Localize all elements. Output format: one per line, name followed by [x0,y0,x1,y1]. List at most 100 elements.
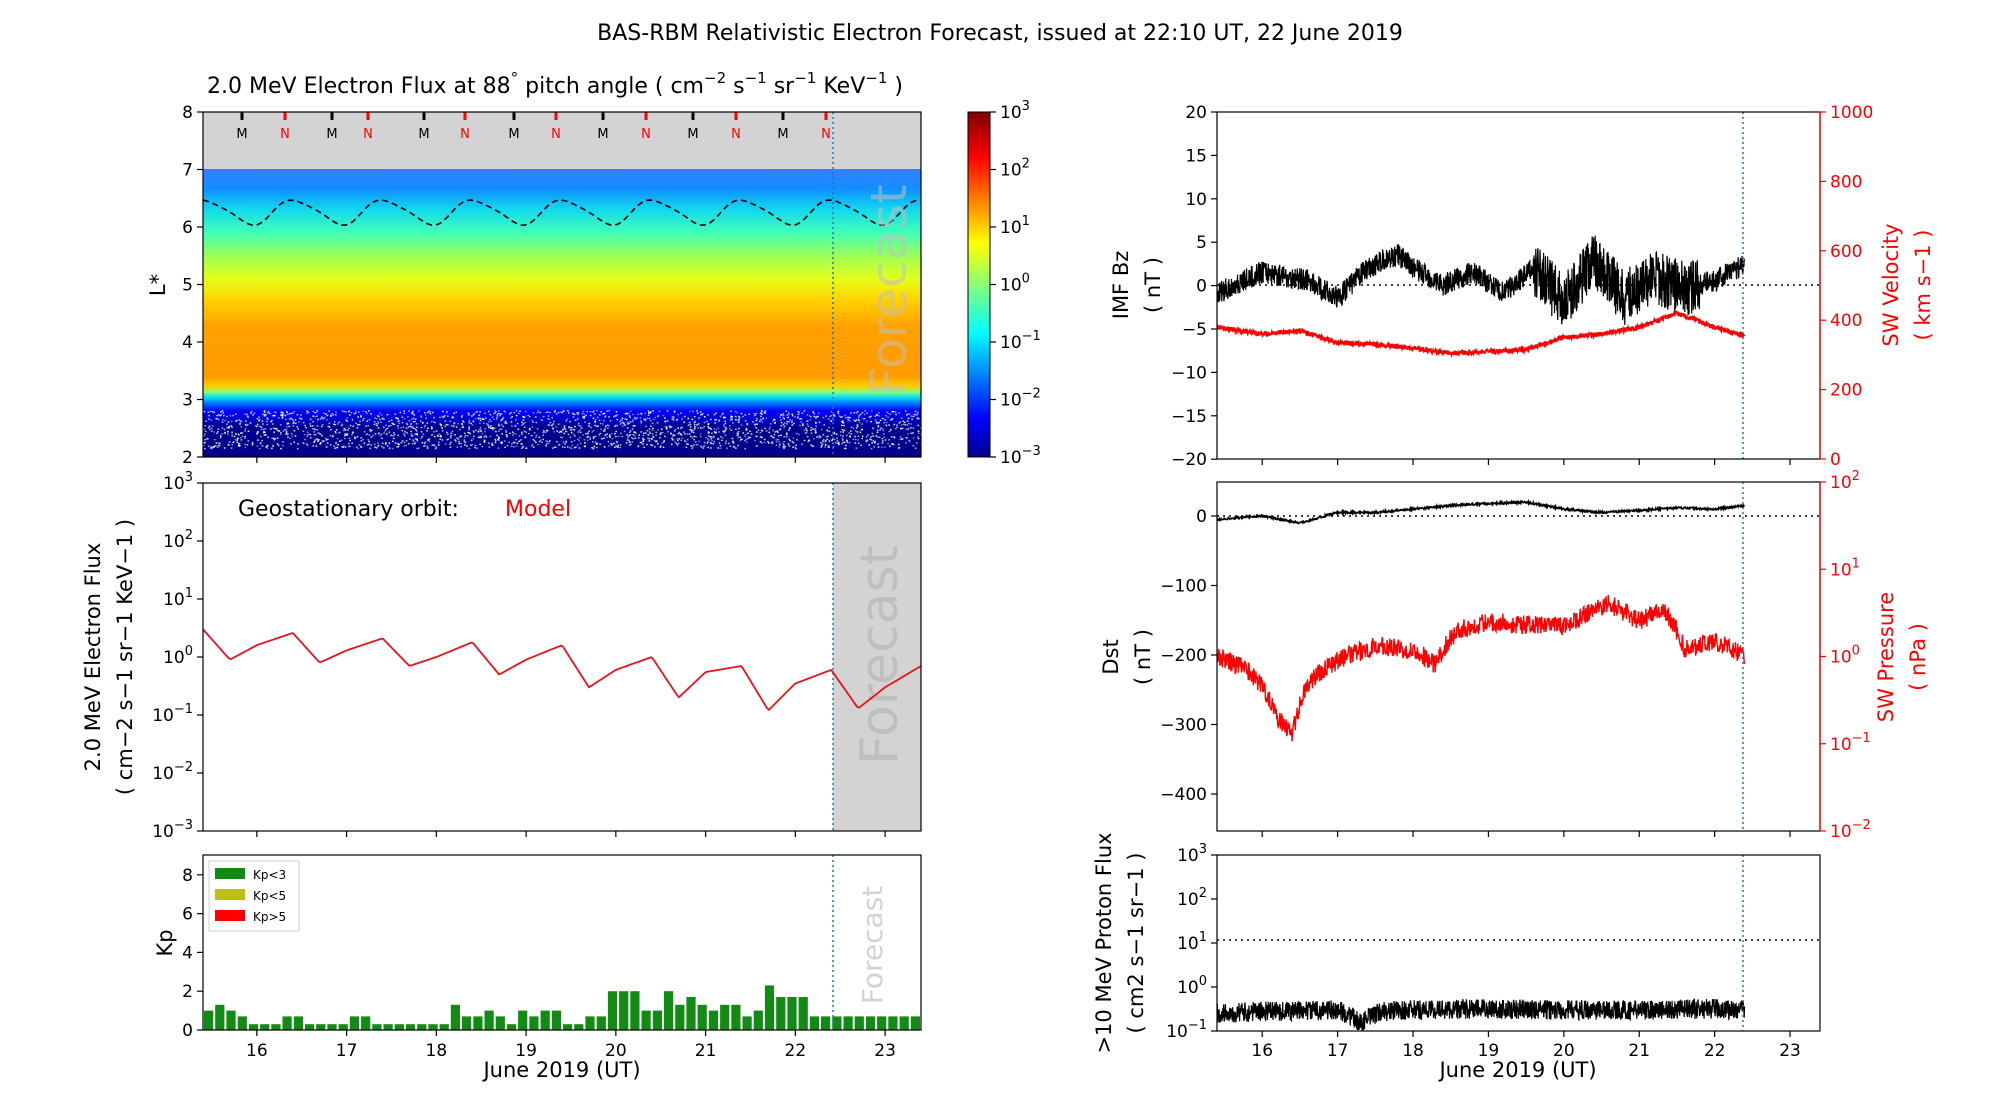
noise-dot [806,414,809,416]
noise-dot [522,419,525,421]
noise-dot [783,447,785,449]
noise-dot [397,420,399,423]
noise-dot [602,423,604,425]
noise-dot [738,417,741,419]
noise-dot [587,433,589,435]
noise-dot [877,425,880,427]
noise-dot [616,424,619,427]
noise-dot [203,435,205,437]
noise-dot [673,411,676,413]
noise-dot [723,432,725,434]
noise-dot [825,436,828,438]
noise-dot [409,438,411,440]
noise-dot [854,438,857,441]
noise-dot [886,411,888,413]
noise-dot [693,435,695,438]
noise-dot [843,424,845,427]
kp-bar [742,1016,752,1030]
noise-dot [818,437,821,439]
noise-dot [363,431,366,433]
noise-dot [906,420,909,422]
noise-dot [611,443,614,445]
noise-dot [551,424,553,426]
noise-dot [420,437,422,439]
noise-dot [594,421,596,424]
noise-dot [326,419,328,421]
noise-dot [548,418,550,420]
noise-dot [664,426,667,428]
noise-dot [730,415,732,417]
noise-dot [824,440,826,443]
tick-label: 101 [1177,930,1207,954]
noise-dot [246,424,249,426]
noise-dot [836,437,838,440]
noise-dot [419,415,422,417]
noise-dot [312,428,314,430]
noise-dot [811,445,813,447]
noise-dot [322,440,325,442]
noise-dot [628,434,631,437]
noise-dot [841,437,844,440]
noise-dot [565,420,568,422]
noise-dot [363,417,365,420]
noise-dot [833,414,835,416]
noise-dot [599,432,602,435]
noise-dot [703,426,705,428]
noise-dot [227,431,229,433]
noise-dot [446,439,448,441]
noise-dot [537,443,539,446]
tick-label: −15 [1171,407,1207,427]
noise-dot [558,431,560,433]
kp-bar [439,1024,449,1030]
noise-dot [328,426,330,428]
noise-dot [435,430,438,432]
noise-dot [803,439,806,442]
noise-dot [272,437,275,440]
noise-dot [580,425,582,427]
noise-dot [700,446,703,448]
noise-dot [362,439,364,441]
tick-label: −20 [1171,450,1207,470]
noise-dot [606,436,608,438]
noise-dot [203,411,206,413]
noise-dot [286,423,289,425]
noise-dot [509,417,512,419]
noise-dot [306,412,308,414]
tick-label: 102 [1177,886,1207,910]
noise-dot [690,429,693,432]
noise-dot [217,428,220,430]
noise-dot [697,423,700,425]
noise-dot [209,447,212,449]
noise-dot [468,420,471,422]
noise-dot [285,428,288,431]
noise-dot [885,424,888,427]
noise-dot [211,411,214,413]
noise-dot [504,446,506,449]
noise-dot [449,446,452,448]
noise-dot [416,426,418,429]
mn-label: M [597,127,608,142]
noise-dot [563,424,566,427]
noise-dot [691,418,694,421]
noise-dot [204,447,206,450]
noise-dot [319,418,322,420]
noise-dot [334,432,337,434]
noise-dot [344,435,346,437]
noise-dot [265,414,267,416]
noise-dot [742,432,744,434]
noise-dot [759,436,762,438]
noise-dot [375,423,378,425]
noise-dot [689,426,692,428]
noise-dot [282,414,284,416]
noise-dot [533,432,536,434]
noise-dot [592,447,595,450]
noise-dot [569,421,571,423]
kp-bar [686,997,696,1030]
noise-dot [798,411,800,413]
noise-dot [359,420,361,422]
noise-dot [357,416,360,418]
noise-dot [271,423,274,425]
noise-dot [629,434,632,436]
noise-dot [606,424,609,426]
